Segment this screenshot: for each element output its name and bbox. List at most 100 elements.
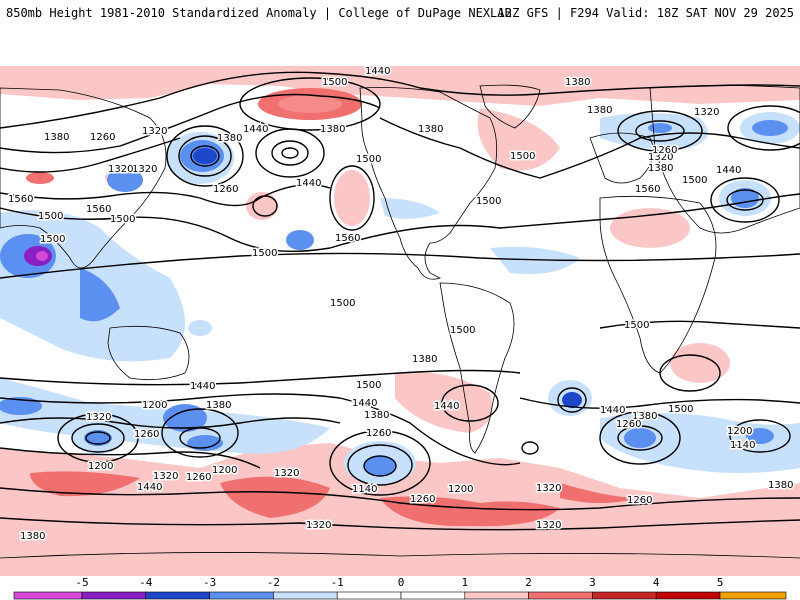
contour-label: 1320 — [306, 520, 331, 531]
contour-label: 1500 — [40, 234, 65, 245]
contour-label: 1380 — [412, 354, 437, 365]
contour-label: 1500 — [450, 325, 475, 336]
colorbar-segment — [209, 591, 274, 600]
colorbar-labels: -5 -4 -3 -2 -1 0 1 2 3 4 5 — [75, 576, 723, 589]
contour-label: 1500 — [476, 196, 501, 207]
contour-label: 1500 — [322, 77, 347, 88]
colorbar-segment — [528, 591, 593, 600]
contour-label: 1260 — [134, 429, 159, 440]
contour-label: 1200 — [142, 400, 167, 411]
contour-label: 1140 — [730, 440, 755, 451]
contour-label: 1440 — [352, 398, 377, 409]
height-contours — [0, 71, 800, 531]
contour-label: 1560 — [335, 233, 360, 244]
contour-label: 1440 — [243, 124, 268, 135]
contour-label: 1560 — [86, 204, 111, 215]
contour-label: 1200 — [448, 484, 473, 495]
contour-label: 1380 — [364, 410, 389, 421]
contour-label: 1260 — [410, 494, 435, 505]
contour-label: 1500 — [510, 151, 535, 162]
contour-label: 1500 — [682, 175, 707, 186]
contour-label: 1380 — [320, 124, 345, 135]
colorbar-tick-label: 4 — [653, 576, 660, 589]
contour-label: 1500 — [624, 320, 649, 331]
header: 850mb Height 1981-2010 Standardized Anom… — [0, 0, 800, 28]
colorbar-segment — [145, 591, 210, 600]
colorbar: -5 -4 -3 -2 -1 0 1 2 3 4 5 — [13, 576, 787, 600]
contour-label: 1380 — [648, 163, 673, 174]
contour-label: 1440 — [137, 482, 162, 493]
contour-label: 1200 — [88, 461, 113, 472]
contour-label: 1500 — [252, 248, 277, 259]
colorbar-swatches — [13, 591, 787, 600]
colorbar-tick-label: 0 — [398, 576, 405, 589]
coastlines — [0, 84, 800, 559]
contour-label: 1560 — [8, 194, 33, 205]
contour-label: 1500 — [356, 380, 381, 391]
contour-label: 1380 — [206, 400, 231, 411]
colorbar-segment — [400, 591, 466, 600]
contour-label: 1320 — [648, 152, 673, 163]
contour-label: 1440 — [600, 405, 625, 416]
contour-label: 1320 — [536, 483, 561, 494]
contour-label: 1320 — [153, 471, 178, 482]
colorbar-tick-label: -4 — [139, 576, 153, 589]
contour-label: 1380 — [20, 531, 45, 542]
map-title: 850mb Height 1981-2010 Standardized Anom… — [6, 6, 512, 20]
colorbar-tick-label: 5 — [717, 576, 724, 589]
contour-label: 1140 — [352, 484, 377, 495]
contour-label: 1380 — [565, 77, 590, 88]
contour-labels: 1440 1500 1380 1380 1260 1320 1380 1440 … — [7, 65, 795, 544]
colorbar-tick-label: -2 — [267, 576, 280, 589]
contour-label: 1440 — [716, 165, 741, 176]
contour-label: 1260 — [652, 145, 677, 156]
anomaly-map: 1440 1500 1380 1380 1260 1320 1380 1440 … — [0, 28, 800, 576]
colorbar-segment — [13, 591, 83, 600]
colorbar-tick-label: -1 — [331, 576, 344, 589]
contour-label: 1260 — [186, 472, 211, 483]
colorbar-segment — [273, 591, 338, 600]
contour-label: 1260 — [627, 495, 652, 506]
colorbar-segment — [336, 591, 402, 600]
contour-label: 1560 — [635, 184, 660, 195]
colorbar-tick-label: 2 — [525, 576, 532, 589]
run-valid-time: 12Z GFS | F294 Valid: 18Z SAT NOV 29 202… — [497, 6, 794, 20]
contour-label: 1500 — [330, 298, 355, 309]
contour-label: 1260 — [366, 428, 391, 439]
contour-label: 1260 — [213, 184, 238, 195]
contour-label: 1440 — [296, 178, 321, 189]
contour-label: 1440 — [434, 401, 459, 412]
contour-label: 1200 — [212, 465, 237, 476]
colorbar-segment — [719, 591, 787, 600]
colorbar-segment — [655, 591, 721, 600]
contour-label: 1200 — [727, 426, 752, 437]
contour-label: 1320 — [694, 107, 719, 118]
contour-label: 1320 — [142, 126, 167, 137]
contour-label: 1260 — [90, 132, 115, 143]
contour-label: 1380 — [768, 480, 793, 491]
contour-label: 1380 — [217, 133, 242, 144]
contour-label: 1320 — [274, 468, 299, 479]
contour-label: 1500 — [668, 404, 693, 415]
contour-label: 1260 — [616, 419, 641, 430]
contour-label: 1500 — [356, 154, 381, 165]
colorbar-segment — [464, 591, 529, 600]
contour-label: 1320 — [108, 164, 133, 175]
contour-label: 1500 — [110, 214, 135, 225]
contour-label: 1320 — [86, 412, 111, 423]
colorbar-tick-label: 1 — [461, 576, 468, 589]
contour-label: 1380 — [418, 124, 443, 135]
contour-label: 1380 — [632, 411, 657, 422]
contour-label: 1380 — [44, 132, 69, 143]
colorbar-tick-label: -5 — [75, 576, 88, 589]
colorbar-tick-label: -3 — [203, 576, 216, 589]
contour-label: 1500 — [38, 211, 63, 222]
colorbar-tick-label: 3 — [589, 576, 596, 589]
contour-label: 1440 — [190, 381, 215, 392]
contour-label: 1440 — [365, 66, 390, 77]
contour-label: 1320 — [536, 520, 561, 531]
contour-label: 1380 — [587, 105, 612, 116]
colorbar-segment — [81, 591, 147, 600]
colorbar-segment — [592, 591, 657, 600]
contour-label: 1320 — [132, 164, 157, 175]
